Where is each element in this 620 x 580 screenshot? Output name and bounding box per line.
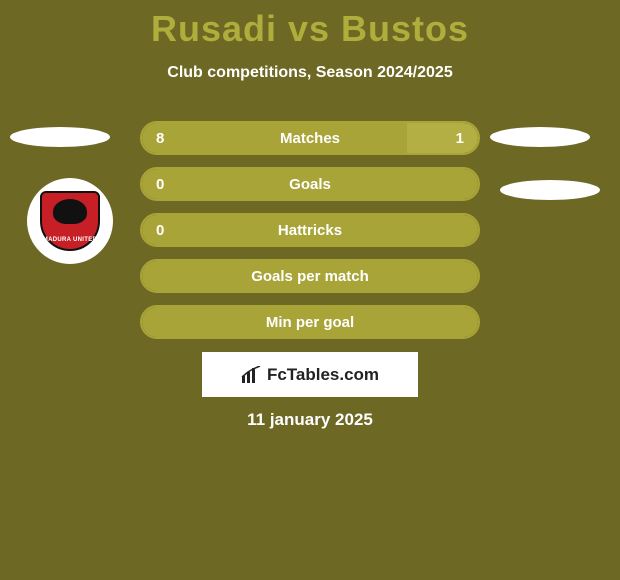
bar-value-left: 8: [156, 130, 164, 147]
bar-label: Goals: [142, 176, 478, 193]
date-text: 11 january 2025: [0, 410, 620, 430]
stat-bar: Goals0: [140, 167, 480, 201]
player-slot-right-2: [500, 180, 600, 200]
bar-label: Hattricks: [142, 222, 478, 239]
brand-name: FcTables.com: [267, 365, 379, 385]
club-crest: MADURA UNITED: [40, 191, 100, 251]
brand-logo: FcTables.com: [202, 352, 418, 397]
bull-icon: [53, 199, 87, 224]
bar-chart-icon: [241, 366, 263, 384]
bar-label: Goals per match: [142, 268, 478, 285]
page-title: Rusadi vs Bustos: [0, 8, 620, 50]
bar-label: Min per goal: [142, 314, 478, 331]
player-slot-right: [490, 127, 590, 147]
stat-bar: Goals per match: [140, 259, 480, 293]
player-slot-left: [10, 127, 110, 147]
stat-bar: Matches8 1: [140, 121, 480, 155]
subtitle: Club competitions, Season 2024/2025: [0, 64, 620, 82]
brand-logo-text: FcTables.com: [241, 365, 379, 385]
bar-value-right: 1: [456, 130, 464, 147]
bar-value-left: 0: [156, 176, 164, 193]
bar-value-left: 0: [156, 222, 164, 239]
bar-label: Matches: [142, 130, 478, 147]
comparison-canvas: Rusadi vs Bustos Club competitions, Seas…: [0, 0, 620, 580]
stat-bar: Min per goal: [140, 305, 480, 339]
club-badge-left: MADURA UNITED: [27, 178, 113, 264]
stat-bar: Hattricks0: [140, 213, 480, 247]
club-crest-text: MADURA UNITED: [43, 237, 97, 243]
